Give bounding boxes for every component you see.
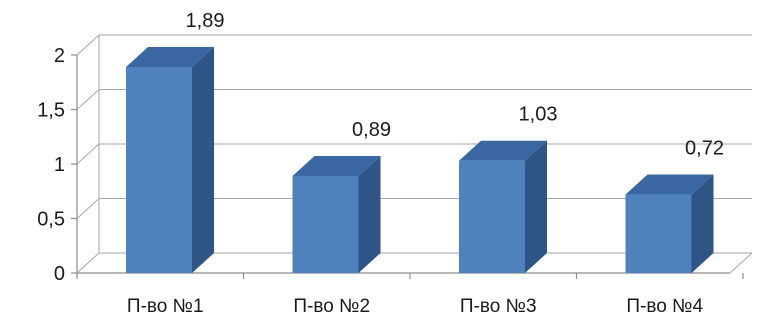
data-label: 0,72	[685, 138, 724, 160]
data-label: 1,03	[519, 104, 558, 126]
gridline	[76, 34, 752, 56]
x-tick-label: П-во №2	[293, 296, 370, 317]
bar-side	[525, 140, 547, 273]
bar-front	[126, 66, 192, 274]
bar	[126, 46, 214, 274]
y-tick-label: 0,5	[37, 209, 65, 231]
bar-front	[625, 194, 692, 273]
x-tick-label: П-во №1	[127, 296, 204, 317]
y-tick-label: 2	[54, 45, 65, 67]
bar-top	[459, 140, 547, 161]
bar	[625, 174, 714, 273]
bar-side	[691, 174, 714, 273]
bar-top	[292, 155, 381, 176]
floor-edge	[729, 252, 753, 274]
bar-top	[126, 46, 214, 67]
bar-front	[459, 160, 525, 273]
bar-side	[358, 155, 381, 273]
bar	[292, 155, 381, 273]
bar-side	[192, 46, 214, 273]
bar	[459, 140, 547, 273]
gridline	[76, 89, 752, 110]
y-tick-label: 0	[54, 263, 65, 285]
x-tick-label: П-во №4	[626, 296, 703, 317]
bar-front	[292, 175, 359, 273]
x-tick-label: П-во №3	[460, 296, 537, 317]
bars	[126, 46, 714, 274]
y-tick-label: 1	[54, 154, 65, 176]
data-label: 0,89	[352, 119, 391, 141]
y-tick-label: 1,5	[37, 100, 65, 122]
bar-top	[625, 174, 714, 195]
data-label: 1,89	[186, 10, 225, 32]
labels: 0 0,5 1 1,5 2 1,89 П-во №1 0,89 П-во №2 1,03 П-во …	[37, 10, 724, 317]
